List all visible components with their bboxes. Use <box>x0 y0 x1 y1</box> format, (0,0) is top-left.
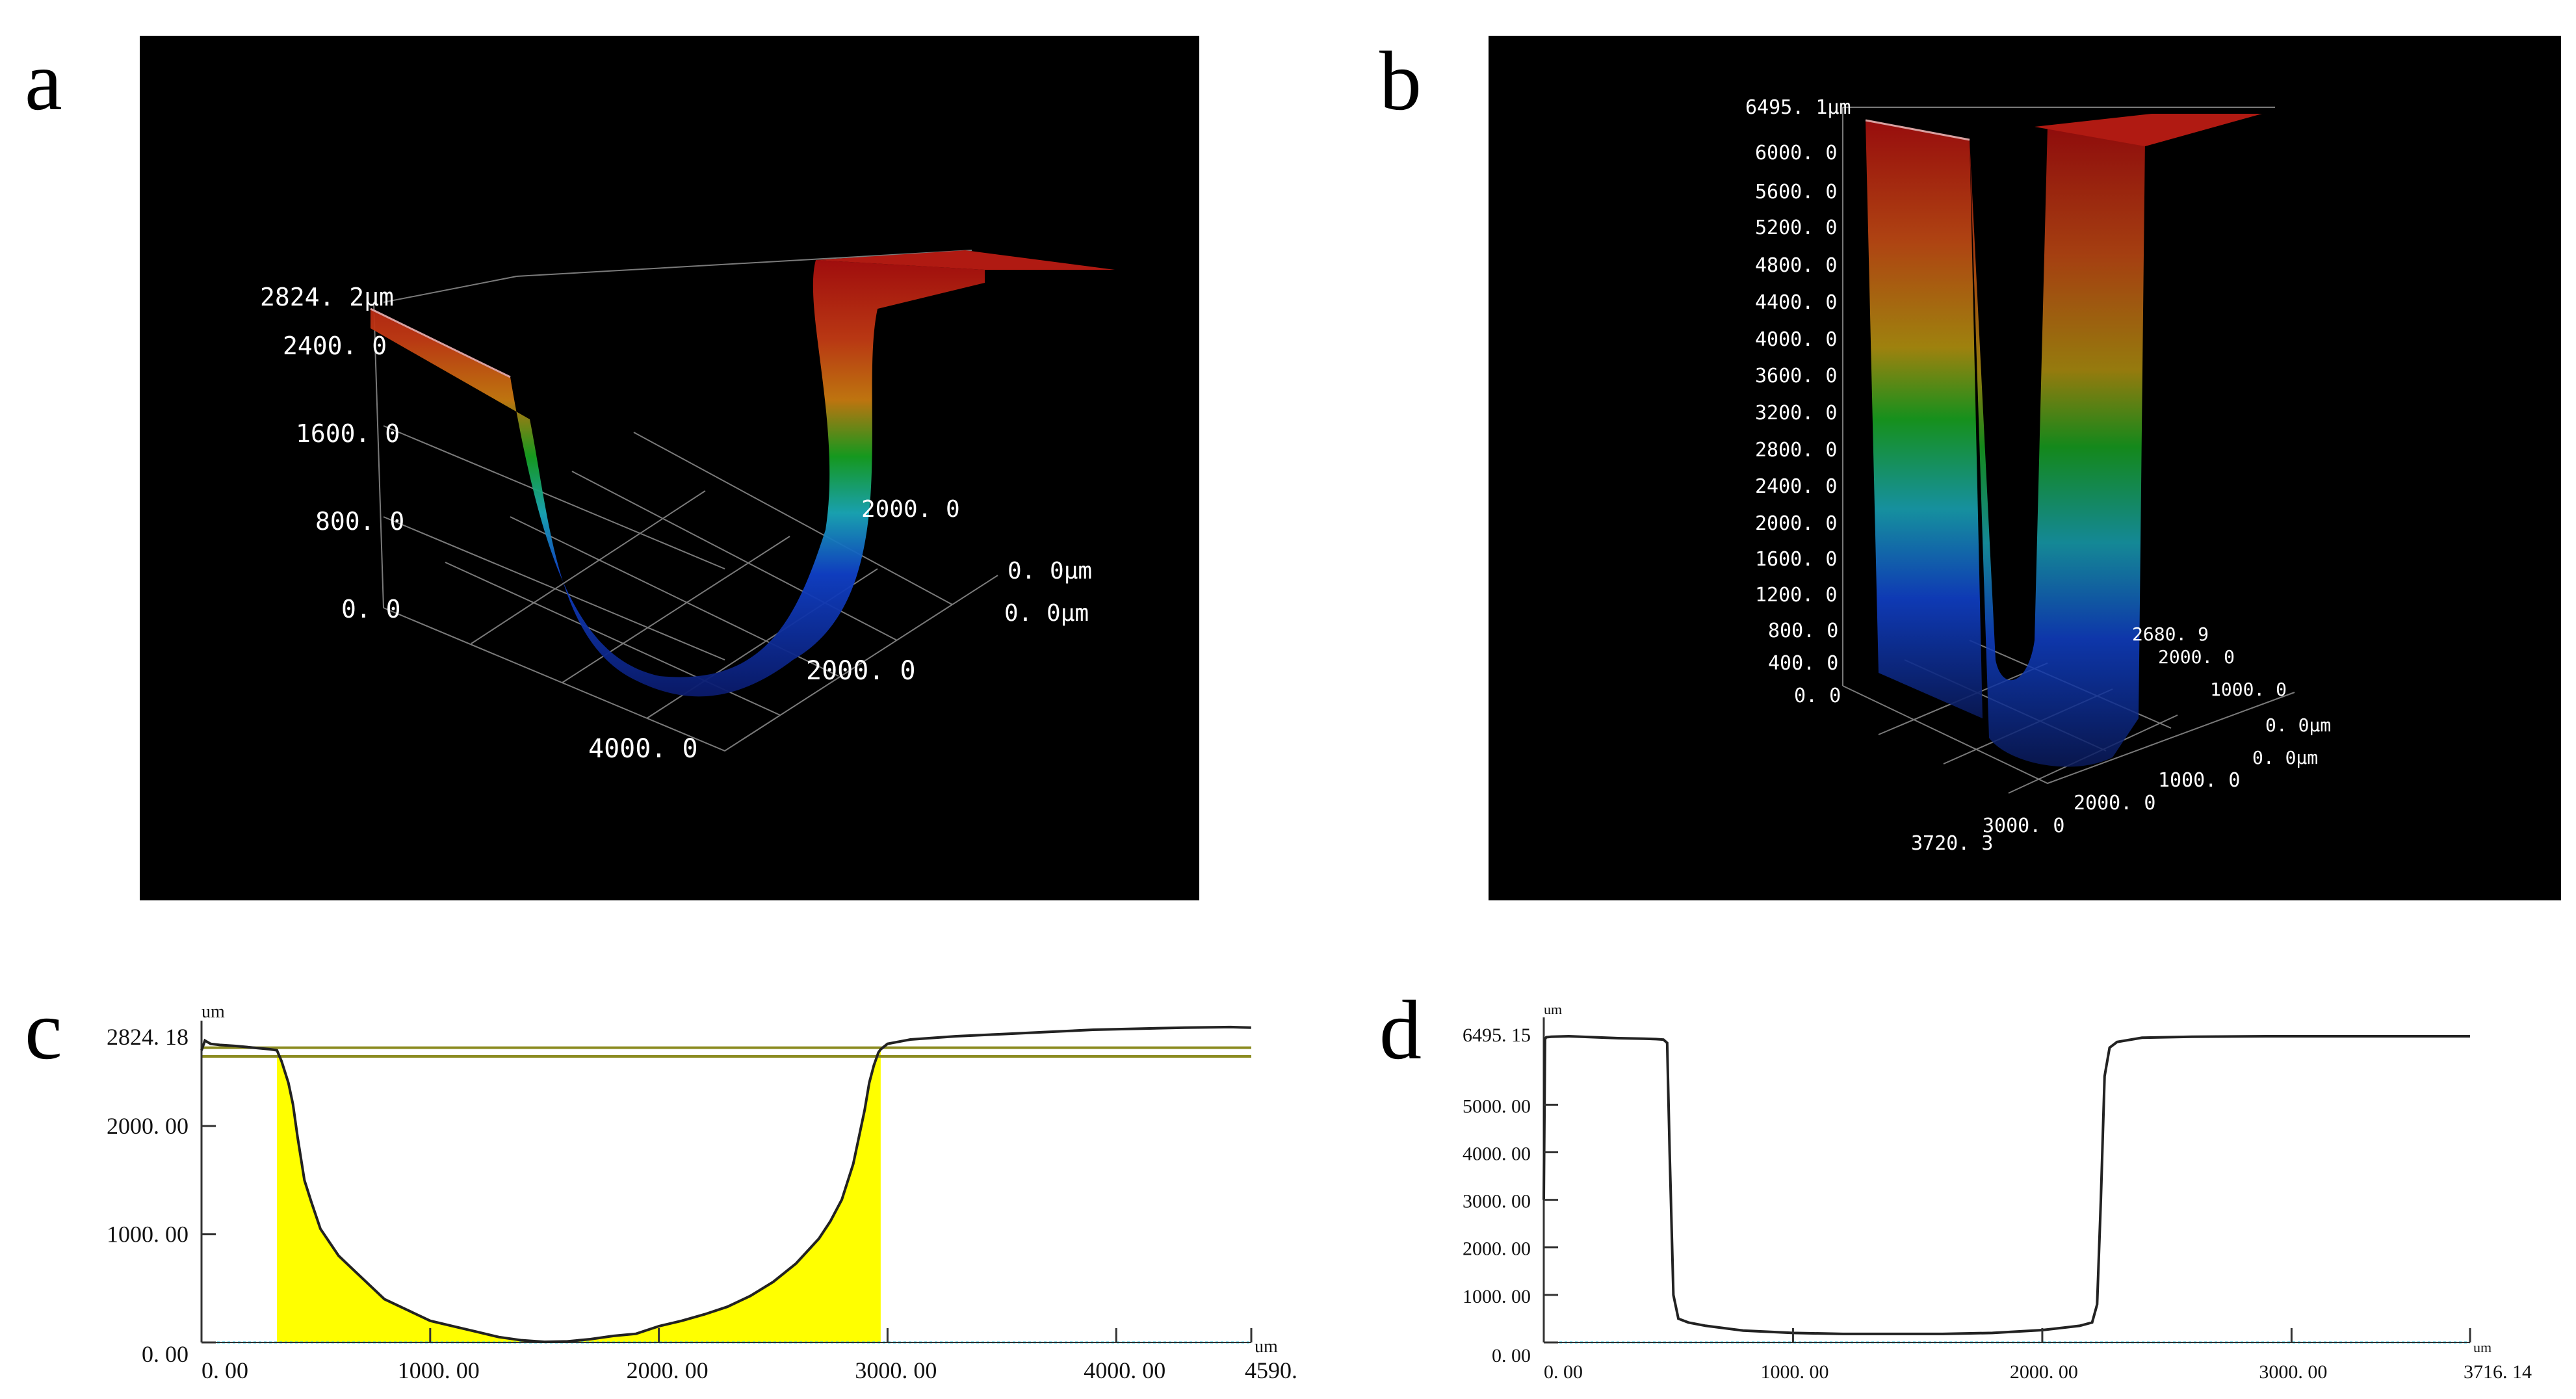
z-tick-b-11: 1600. 0 <box>1755 548 1837 571</box>
panel-label-d: d <box>1379 984 1422 1077</box>
panel-label-a: a <box>25 34 62 128</box>
surface-a-svg: 2824. 2µm 2400. 0 1600. 0 800. 0 0. 0 20… <box>260 250 1115 764</box>
z-tick-b-7: 3200. 0 <box>1755 402 1837 425</box>
z-tick-a-1: 1600. 0 <box>296 419 400 448</box>
x-max-label-d: 3716. 14 <box>2464 1361 2532 1383</box>
x-tick-a-2: 4000. 0 <box>588 734 698 764</box>
panel-label-b: b <box>1379 34 1422 128</box>
x-tick-label-c-1: 1000. 00 <box>398 1357 480 1383</box>
x-tick-b-4: 3720. 3 <box>1911 832 1993 855</box>
z-max-label-a: 2824. 2µm <box>260 283 394 311</box>
x-tick-b-3: 3000. 0 <box>1983 815 2064 837</box>
y-tick-label-c-1: 1000. 00 <box>107 1222 189 1248</box>
x-tick-label-c-2: 2000. 00 <box>627 1357 709 1383</box>
y-tick-label-d-1: 1000. 00 <box>1463 1286 1531 1307</box>
y-tick-label-d-4: 4000. 00 <box>1463 1143 1531 1164</box>
z-tick-b-15: 0. 0 <box>1794 685 1841 707</box>
surface-a <box>370 250 1115 697</box>
z-tick-b-14: 400. 0 <box>1768 652 1838 675</box>
profile-d-svg: 0. 00 1000. 00 2000. 00 3000. 00 3716. 14 um 0… <box>1463 1001 2532 1383</box>
z-tick-b-3: 4800. 0 <box>1755 254 1837 277</box>
z-tick-b-4: 4400. 0 <box>1755 291 1837 314</box>
y-tick-b-0: 2680. 9 <box>2132 623 2209 645</box>
profile-line-c <box>200 1025 1251 1344</box>
profile-chart-d: 0. 00 1000. 00 2000. 00 3000. 00 3716. 14 um 0… <box>1430 975 2574 1391</box>
z-tick-b-9: 2400. 0 <box>1755 475 1837 498</box>
y-max-label-d: 6495. 15 <box>1463 1025 1531 1046</box>
x-tick-label-d-2: 2000. 00 <box>2010 1361 2078 1383</box>
x-max-label-c: 4590. 52 <box>1245 1357 1300 1383</box>
z-tick-b-2: 5200. 0 <box>1755 216 1837 239</box>
z-tick-b-10: 2000. 0 <box>1755 512 1837 535</box>
z-tick-b-13: 800. 0 <box>1768 620 1838 642</box>
x-tick-label-c-0: 0. 00 <box>202 1357 248 1383</box>
x-tick-label-c-4: 4000. 00 <box>1084 1357 1165 1383</box>
z-tick-b-1: 5600. 0 <box>1755 181 1837 203</box>
surface-b <box>1865 114 2262 767</box>
profile-chart-c: 0. 00 1000. 00 2000. 00 3000. 00 4000. 00 459… <box>65 975 1327 1391</box>
z-tick-b-6: 3600. 0 <box>1755 365 1837 387</box>
x-tick-label-c-3: 3000. 00 <box>855 1357 937 1383</box>
x-unit-d: um <box>2473 1339 2491 1355</box>
y-tick-a-1: 0. 0µm <box>1008 558 1092 584</box>
y-unit-c: um <box>202 1002 225 1022</box>
y-tick-b-2: 1000. 0 <box>2210 679 2287 700</box>
surface-b-svg: 6495. 1µm 6000. 0 5600. 0 5200. 0 4800. … <box>1745 96 2331 855</box>
surface-view-a: 2824. 2µm 2400. 0 1600. 0 800. 0 0. 0 20… <box>140 36 1199 900</box>
profile-line-d <box>1542 1035 2470 1335</box>
x-tick-a-0: 0. 0µm <box>1004 600 1089 627</box>
y-tick-label-d-5: 5000. 00 <box>1463 1095 1531 1117</box>
y-tick-a-0: 2000. 0 <box>861 496 960 523</box>
fill-area-c <box>277 1049 881 1342</box>
z-tick-a-2: 800. 0 <box>315 507 404 536</box>
y-tick-label-c-0: 0. 00 <box>142 1341 189 1367</box>
x-tick-b-0: 0. 0µm <box>2252 747 2318 768</box>
y-tick-label-d-0: 0. 00 <box>1492 1345 1531 1366</box>
x-tick-label-d-1: 1000. 00 <box>1760 1361 1828 1383</box>
y-tick-label-d-2: 2000. 00 <box>1463 1238 1531 1260</box>
profile-c-svg: 0. 00 1000. 00 2000. 00 3000. 00 4000. 00 459… <box>107 1002 1327 1383</box>
z-max-label-b: 6495. 1µm <box>1745 96 1851 119</box>
y-tick-b-1: 2000. 0 <box>2158 646 2235 668</box>
y-tick-label-d-3: 3000. 00 <box>1463 1191 1531 1212</box>
z-tick-b-12: 1200. 0 <box>1755 584 1837 607</box>
y-max-label-c: 2824. 18 <box>107 1024 189 1050</box>
z-tick-b-0: 6000. 0 <box>1755 142 1837 164</box>
panel-label-c: c <box>25 984 62 1077</box>
x-tick-label-d-3: 3000. 00 <box>2259 1361 2327 1383</box>
x-tick-b-2: 2000. 0 <box>2074 792 2155 815</box>
x-tick-label-d-0: 0. 00 <box>1544 1361 1583 1383</box>
y-tick-b-3: 0. 0µm <box>2265 714 2331 736</box>
y-unit-d: um <box>1544 1001 1562 1017</box>
surface-view-b: 6495. 1µm 6000. 0 5600. 0 5200. 0 4800. … <box>1489 36 2561 900</box>
x-tick-a-1: 2000. 0 <box>806 656 916 686</box>
x-tick-b-1: 1000. 0 <box>2158 769 2240 792</box>
x-unit-c: um <box>1255 1337 1278 1357</box>
z-tick-a-0: 2400. 0 <box>283 332 387 360</box>
z-tick-a-3: 0. 0 <box>341 595 401 623</box>
z-tick-b-8: 2800. 0 <box>1755 439 1837 462</box>
y-tick-label-c-2: 2000. 00 <box>107 1113 189 1139</box>
z-tick-b-5: 4000. 0 <box>1755 328 1837 351</box>
grid-floor-a <box>373 250 998 752</box>
